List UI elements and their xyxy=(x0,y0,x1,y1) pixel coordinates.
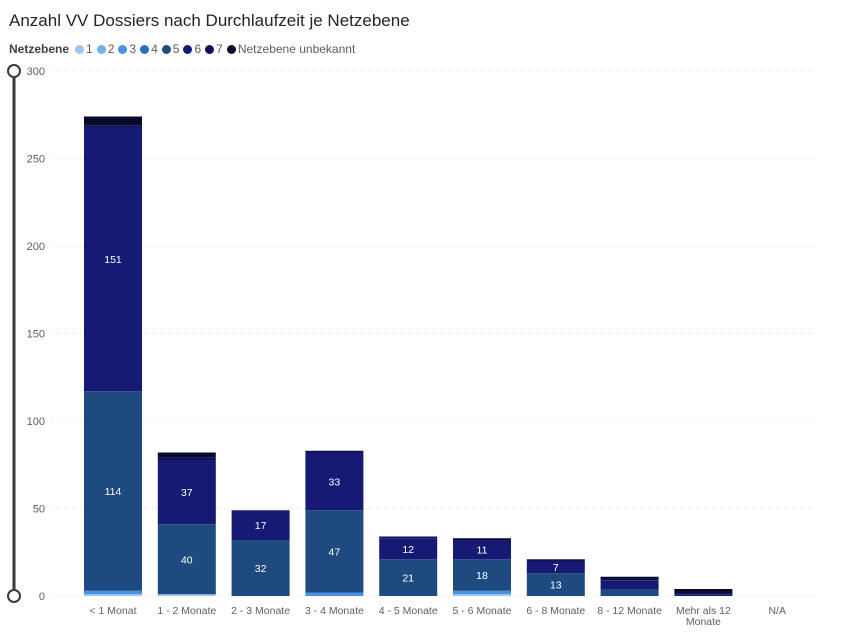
bar-segment[interactable] xyxy=(674,592,733,595)
data-label: 40 xyxy=(181,554,193,566)
legend-item-2[interactable]: 2 xyxy=(96,42,114,56)
bar-segment[interactable] xyxy=(600,589,659,596)
range-slider-handle-bottom[interactable] xyxy=(7,589,21,603)
bar-segment[interactable] xyxy=(674,594,733,596)
x-tick-label: 4 - 5 Monate xyxy=(379,605,438,617)
data-label: 33 xyxy=(329,476,341,488)
bar-segment[interactable] xyxy=(305,452,364,511)
legend-item-6[interactable]: 6 xyxy=(183,42,201,56)
data-label: 7 xyxy=(553,562,559,574)
x-tick-label: 2 - 3 Monate xyxy=(231,605,290,617)
bar-segment[interactable] xyxy=(674,589,733,593)
bar-segment[interactable] xyxy=(379,536,438,539)
bar-segment[interactable] xyxy=(84,127,142,392)
bar-segment[interactable] xyxy=(84,391,142,591)
bar-segment[interactable] xyxy=(84,594,142,596)
bar-segment[interactable] xyxy=(600,578,659,581)
y-tick-label: 0 xyxy=(39,591,45,603)
x-tick-label: Monate xyxy=(686,616,721,628)
bar-segment[interactable] xyxy=(157,459,216,525)
bar-segment[interactable] xyxy=(84,590,142,595)
x-tick-label: < 1 Monat xyxy=(90,605,137,617)
x-tick-label: 6 - 8 Monate xyxy=(526,605,585,617)
range-slider-handle-top[interactable] xyxy=(7,64,21,78)
bar-segment[interactable] xyxy=(305,450,364,453)
legend-dot-icon xyxy=(96,44,106,54)
data-label: 47 xyxy=(329,546,341,558)
bar-segment[interactable] xyxy=(305,510,364,593)
legend-dot-icon xyxy=(205,44,215,54)
bar-segment[interactable] xyxy=(379,538,438,560)
data-label: 11 xyxy=(477,545,488,557)
legend-item-7[interactable]: 7 xyxy=(205,42,223,56)
bar-segment[interactable] xyxy=(157,524,216,595)
legend-item-1[interactable]: 1 xyxy=(75,42,93,56)
bar-segment[interactable] xyxy=(526,573,585,596)
data-label: 12 xyxy=(402,544,414,556)
bar-segment[interactable] xyxy=(84,116,142,126)
bar-segment[interactable] xyxy=(231,510,290,540)
data-label: 32 xyxy=(255,563,267,575)
bar-segment[interactable] xyxy=(379,559,438,596)
bar-segment[interactable] xyxy=(231,540,290,596)
bar-segment[interactable] xyxy=(453,594,511,596)
legend-item-4[interactable]: 4 xyxy=(140,42,158,56)
y-tick-label: 150 xyxy=(27,329,45,341)
data-label: 21 xyxy=(402,573,414,585)
bar-segment[interactable] xyxy=(453,540,511,560)
bar-segment[interactable] xyxy=(157,452,216,458)
bar-segment[interactable] xyxy=(453,590,511,595)
data-label: 13 xyxy=(550,580,562,592)
bar-segment[interactable] xyxy=(526,561,585,574)
x-tick-label: 1 - 2 Monate xyxy=(157,605,216,617)
x-tick-label: Mehr als 12 xyxy=(676,605,731,617)
data-label: 17 xyxy=(255,520,267,532)
data-label: 18 xyxy=(476,570,488,582)
data-label: 37 xyxy=(181,487,193,499)
legend-item-unbekannt[interactable]: Netzebene unbekannt xyxy=(226,42,355,56)
bar-segment[interactable] xyxy=(84,125,142,127)
bar-segment[interactable] xyxy=(453,559,511,591)
legend-title: Netzebene xyxy=(9,42,70,56)
bar-segment[interactable] xyxy=(600,580,659,589)
y-tick-label: 100 xyxy=(27,416,45,428)
x-tick-label: 5 - 6 Monate xyxy=(453,605,512,617)
y-tick-label: 300 xyxy=(27,66,45,78)
data-label: 114 xyxy=(105,486,122,498)
x-tick-label: N/A xyxy=(768,605,786,617)
y-tick-label: 50 xyxy=(33,504,45,516)
legend-item-3[interactable]: 3 xyxy=(118,42,136,56)
legend-item-5[interactable]: 5 xyxy=(161,42,179,56)
chart-title: Anzahl VV Dossiers nach Durchlaufzeit je… xyxy=(9,11,410,30)
bar-segment[interactable] xyxy=(157,457,216,460)
bar-segment[interactable] xyxy=(526,559,585,561)
legend-dot-icon xyxy=(161,44,171,54)
y-tick-label: 250 xyxy=(27,154,45,166)
legend-dot-icon xyxy=(118,44,128,54)
legend: Netzebene 1 2 3 4 5 6 7 Netzebene unbeka… xyxy=(9,42,359,56)
legend-dot-icon xyxy=(226,44,236,54)
legend-dot-icon xyxy=(75,44,85,54)
legend-dot-icon xyxy=(140,44,150,54)
data-label: 151 xyxy=(104,254,122,266)
legend-dot-icon xyxy=(183,44,193,54)
x-tick-label: 3 - 4 Monate xyxy=(305,605,364,617)
bar-segment[interactable] xyxy=(600,576,659,579)
x-tick-label: 8 - 12 Monate xyxy=(597,605,662,617)
bar-segment[interactable] xyxy=(305,592,364,597)
bar-segment[interactable] xyxy=(453,538,511,540)
bar-segment[interactable] xyxy=(157,594,216,596)
y-tick-label: 200 xyxy=(27,241,45,253)
